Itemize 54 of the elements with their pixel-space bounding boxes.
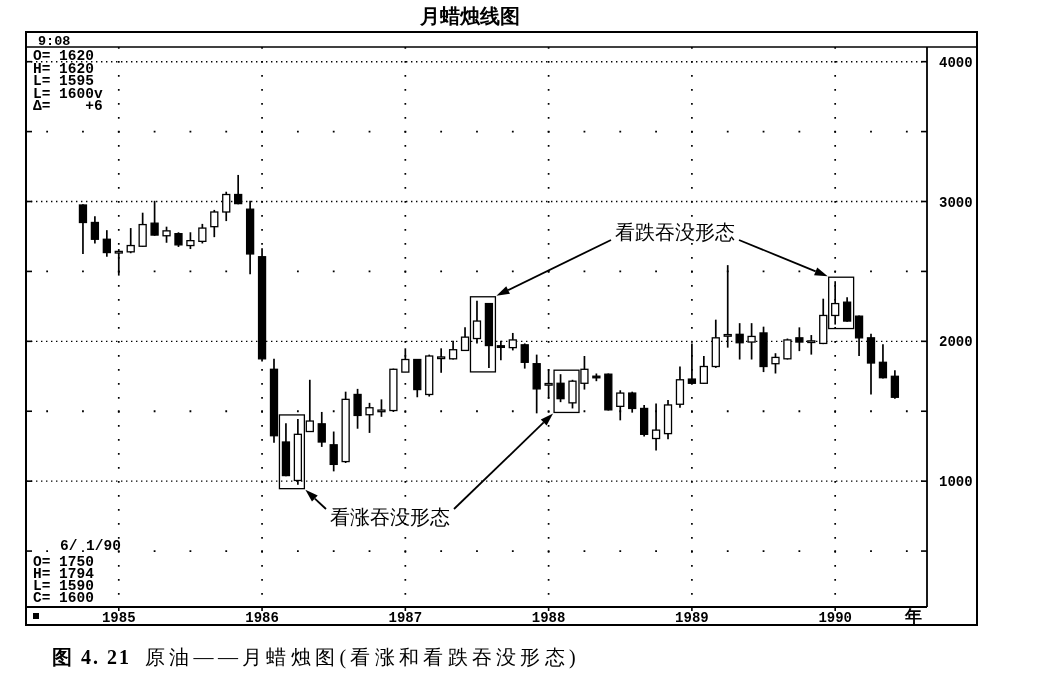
candlestick [365,402,374,434]
candlestick [472,299,482,345]
candlestick [544,368,553,400]
y-tick-label: 1000 [939,474,973,491]
candlestick [890,369,900,400]
chart-title: 月蜡烛线图 [419,5,520,27]
candlestick [317,411,326,448]
annotation: O= 1620 [33,48,94,64]
annotation: 看跌吞没形态 [615,221,735,243]
caption: 图 4. 21 原油——月蜡烛图(看涨和看跌吞没形态) [52,646,581,669]
annotation: L= 1595 [33,73,94,89]
annotation: Δ= +6 [33,98,103,114]
candlestick [496,339,506,362]
candlestick [210,209,219,239]
candlestick [568,378,577,410]
candlestick [878,343,888,380]
annotation: 看涨吞没形态 [330,506,450,528]
candlestick [651,402,661,452]
candlestick [735,322,744,361]
candlestick [842,296,852,323]
x-tick-label: 1989 [675,610,709,626]
annotation: C= 1600 [33,590,94,606]
candlestick [401,347,410,373]
candlestick [556,373,565,404]
candlestick [699,355,708,385]
x-axis-title: 年 [903,607,922,626]
candlestick [234,174,243,206]
candlestick [78,203,88,255]
candlestick [520,342,529,370]
x-tick-label: 1986 [245,610,279,626]
candlestick [138,211,147,248]
candlestick [90,215,100,245]
candlestick [102,229,111,258]
candlestick [437,347,446,374]
candlestick [580,355,589,391]
candlestick [771,352,780,375]
annotation: 6/ 1/90 [60,538,121,554]
candlestick [795,326,804,352]
x-tick-label: 1985 [101,610,136,626]
candlestick [329,430,338,473]
candlestick [126,227,135,255]
candlestick [114,248,123,277]
x-tick-label: 1990 [818,610,852,626]
candlestick [831,280,840,326]
y-tick-label: 2000 [939,334,973,351]
candlestick [198,223,207,245]
x-tick-label: 1987 [388,610,423,626]
x-tick-label: 1988 [531,610,566,626]
y-tick-label: 3000 [939,194,973,211]
annotation: 9:08 [38,33,71,49]
candlestick [616,389,625,422]
y-tick-label: 4000 [939,54,973,71]
candlestick [305,378,314,433]
candlestick [353,388,362,430]
